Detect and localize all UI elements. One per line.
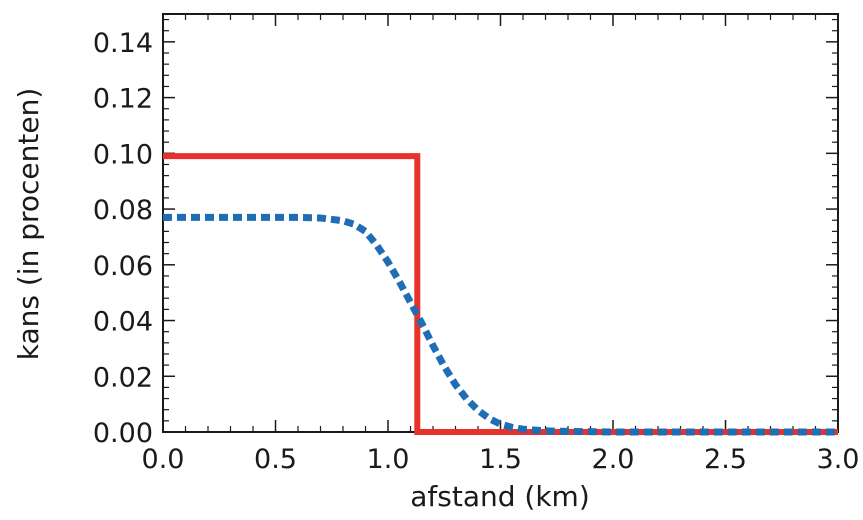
y-tick-label: 0.12 <box>93 84 153 115</box>
y-tick-label: 0.08 <box>93 195 153 226</box>
y-tick-label: 0.06 <box>93 251 153 282</box>
y-axis-title: kans (in procenten) <box>12 88 45 361</box>
dotted-series-line <box>163 213 838 436</box>
x-tick-label: 2.0 <box>592 444 635 475</box>
y-tick-labels: 0.00 0.02 0.04 0.06 0.08 0.10 0.12 0.14 <box>93 28 153 449</box>
x-tick-label: 2.5 <box>704 444 747 475</box>
x-tick-label: 1.0 <box>367 444 410 475</box>
y-tick-label: 0.04 <box>93 307 153 338</box>
x-tick-label: 1.5 <box>479 444 522 475</box>
series-layer <box>163 153 838 436</box>
tick-marks <box>162 14 839 433</box>
y-tick-label: 0.14 <box>93 28 153 59</box>
x-tick-labels: 0.0 0.5 1.0 1.5 2.0 2.5 3.0 <box>142 444 860 475</box>
y-tick-label: 0.10 <box>93 139 153 170</box>
x-axis-title: afstand (km) <box>410 480 590 513</box>
x-tick-label: 3.0 <box>817 444 860 475</box>
plot-area-frame <box>162 13 839 433</box>
y-tick-label: 0.00 <box>93 418 153 449</box>
x-tick-label: 0.0 <box>142 444 185 475</box>
x-tick-label: 0.5 <box>254 444 297 475</box>
y-tick-label: 0.02 <box>93 362 153 393</box>
solid-series-line <box>163 153 838 435</box>
